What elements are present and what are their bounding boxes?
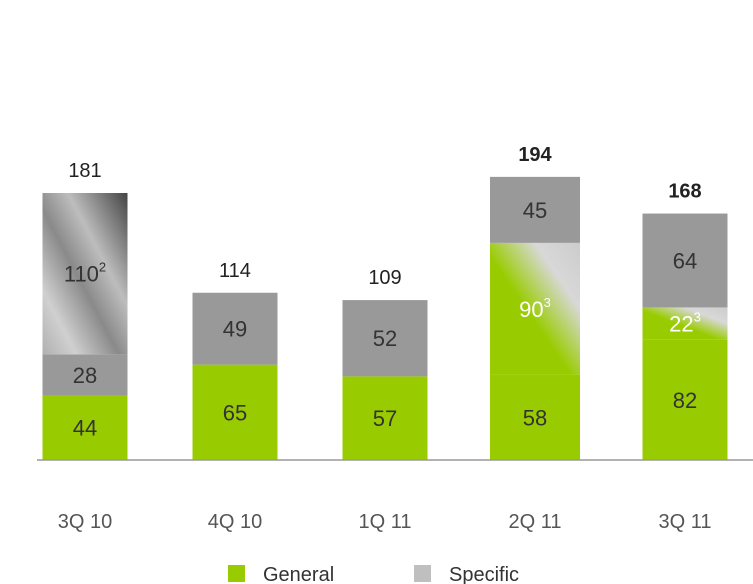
bar-segment-2-2 [342, 300, 428, 377]
legend-swatch [228, 565, 245, 582]
labels-layer: 4428110218165491145752109589034519482223… [64, 144, 702, 441]
footnote-marker: 2 [99, 260, 106, 275]
segment-value-label: 28 [73, 363, 97, 388]
bar-segment-0-3 [490, 374, 580, 460]
bar-segment-0-2 [342, 376, 428, 460]
segment-value-label: 82 [673, 388, 697, 413]
bars-layer [42, 176, 728, 460]
legend-label: Specific [449, 564, 519, 584]
segment-value-label: 44 [73, 416, 97, 441]
segment-value-label: 64 [673, 248, 697, 273]
bar-total-label: 168 [668, 181, 701, 203]
footnote-marker: 3 [694, 310, 701, 325]
bar-segment-2-4 [642, 213, 728, 308]
x-tick-label: 2Q 11 [509, 511, 562, 533]
bar-segment-0-4 [642, 339, 728, 460]
x-tick-label: 4Q 10 [208, 511, 262, 533]
bar-total-label: 114 [219, 260, 251, 282]
bar-segment-1-4 [642, 307, 728, 340]
x-tick-label: 3Q 10 [58, 511, 112, 533]
bar-segment-0-0 [42, 395, 128, 460]
segment-value-label: 45 [523, 198, 547, 223]
footnote-marker: 3 [544, 295, 551, 310]
segment-value-label: 65 [223, 400, 247, 425]
x-tick-label: 3Q 11 [659, 511, 712, 533]
bar-segment-2-1 [192, 292, 278, 365]
x-tick-labels: 3Q 10 4Q 10 1Q 11 2Q 11 3Q 11 [58, 511, 712, 533]
bar-segment-1-3 [490, 242, 580, 375]
bar-segment-0-1 [192, 364, 278, 460]
bar-segment-3-0 [42, 193, 128, 355]
segment-value-label: 52 [373, 326, 397, 351]
legend: General Specific [228, 564, 519, 584]
bar-total-label: 181 [68, 160, 101, 182]
legend-swatch [414, 565, 431, 582]
x-tick-label: 1Q 11 [359, 511, 412, 533]
bar-total-label: 194 [518, 144, 552, 166]
bar-total-label: 109 [368, 267, 401, 289]
bar-segment-2-0 [42, 354, 128, 396]
segment-value-label: 57 [373, 406, 397, 431]
bar-segment-2-3 [490, 176, 580, 243]
legend-label: General [263, 564, 334, 584]
segment-value-label: 58 [523, 405, 547, 430]
segment-value-label: 49 [223, 317, 247, 342]
